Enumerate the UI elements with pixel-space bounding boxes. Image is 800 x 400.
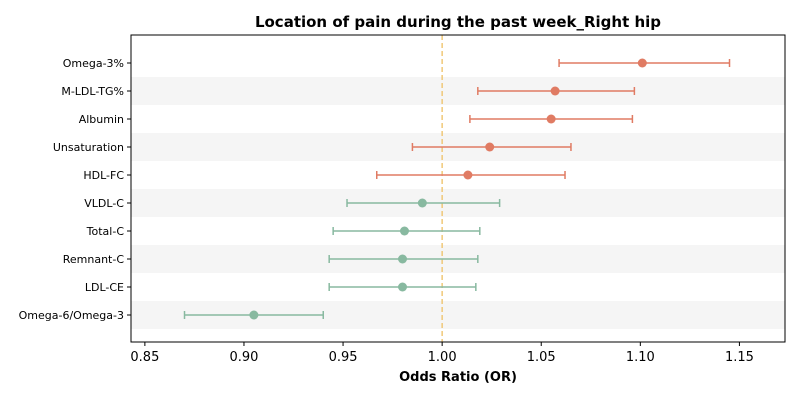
estimate-unsaturation [411,142,572,152]
y-tick-label: Omega-3% [63,57,124,70]
odds-ratio-point [463,170,473,180]
estimate-albumin [469,114,634,124]
odds-ratio-point [417,198,427,208]
estimate-omega-3- [558,58,731,68]
estimate-omega-6-omega-3 [183,310,324,320]
y-tick-label: Omega-6/Omega-3 [19,309,124,322]
x-axis-label: Odds Ratio (OR) [399,370,517,385]
odds-ratio-point [546,114,556,124]
y-tick-label: HDL-FC [83,169,124,182]
y-tick-label: Total-C [86,225,125,238]
odds-ratio-point [550,86,560,96]
y-tick-label: VLDL-C [84,197,124,210]
estimate-hdl-fc [375,170,566,180]
odds-ratio-point [485,142,495,152]
odds-ratio-point [398,254,408,264]
estimate-remnant-c [328,254,479,264]
y-axis: Omega-3% M-LDL-TG% Albumin Unsaturation HDL-… [19,57,131,322]
x-tick-label: 1.05 [527,350,556,365]
x-axis: 0.85 0.90 0.95 1.00 1.05 1.10 1.15 [130,342,754,365]
x-tick-label: 1.15 [725,350,754,365]
x-tick-label: 1.10 [626,350,655,365]
y-tick-label: LDL-CE [85,281,124,294]
y-tick-label: Remnant-C [63,253,125,266]
estimate-ldl-ce [328,282,477,292]
x-tick-label: 0.85 [130,350,159,365]
odds-ratio-point [637,58,647,68]
chart-title: Location of pain during the past week_Ri… [255,13,661,31]
y-tick-label: Albumin [79,113,124,126]
odds-ratio-point [399,226,409,236]
estimate-m-ldl-tg- [477,86,636,96]
x-tick-label: 0.95 [329,350,358,365]
x-tick-label: 0.90 [229,350,258,365]
estimate-total-c [332,226,481,236]
plot-marks [183,58,731,320]
estimate-vldl-c [346,198,501,208]
odds-ratio-point [249,310,259,320]
row-band [131,77,785,105]
odds-ratio-point [398,282,408,292]
y-tick-label: Unsaturation [53,141,124,154]
plot-frame [130,34,786,343]
y-tick-label: M-LDL-TG% [61,85,124,98]
x-tick-label: 1.00 [428,350,457,365]
